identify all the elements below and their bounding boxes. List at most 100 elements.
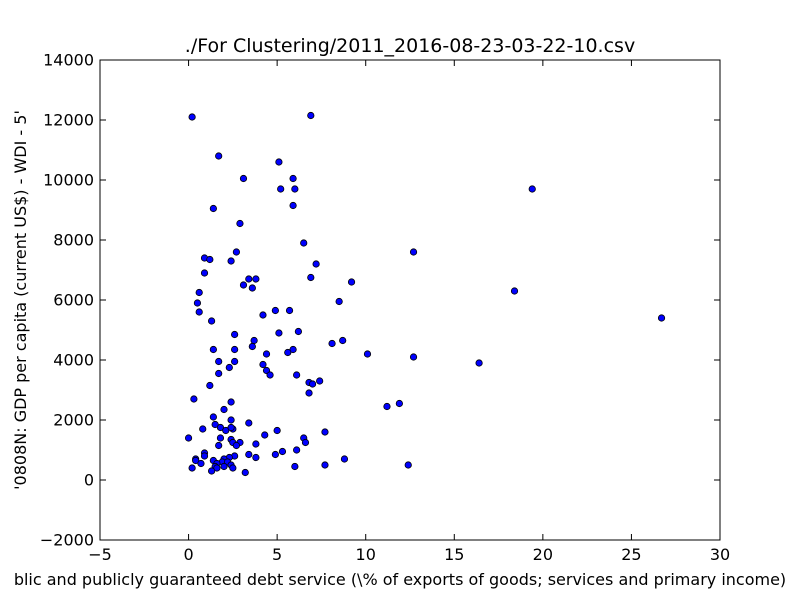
- x-tick-label: 0: [183, 545, 193, 564]
- data-point: [195, 308, 203, 316]
- data-point: [184, 434, 193, 442]
- data-point: [273, 426, 281, 435]
- data-point: [266, 371, 274, 379]
- data-point: [275, 158, 283, 166]
- x-tick-label: 30: [710, 545, 730, 564]
- x-axis-title: blic and publicly guaranteed debt servic…: [14, 570, 786, 589]
- data-point: [250, 336, 258, 345]
- data-point: [278, 447, 287, 456]
- data-point: [307, 273, 315, 282]
- y-tick-label: 10000: [43, 171, 94, 190]
- data-point: [215, 152, 223, 160]
- data-point: [301, 438, 310, 447]
- data-point: [209, 413, 217, 421]
- data-point: [220, 462, 228, 471]
- data-point: [199, 425, 207, 433]
- data-point: [208, 467, 216, 475]
- y-tick-label: 6000: [53, 291, 94, 310]
- y-tick-label: 14000: [43, 51, 94, 70]
- data-point: [209, 204, 217, 213]
- data-point: [216, 423, 225, 432]
- x-tick-label: 25: [621, 545, 641, 564]
- data-point: [383, 402, 391, 411]
- data-point: [409, 248, 418, 256]
- data-point: [248, 284, 256, 292]
- data-point: [363, 350, 372, 358]
- x-tick-label: 20: [533, 545, 553, 564]
- data-point: [229, 464, 237, 472]
- data-point: [193, 299, 202, 307]
- data-point: [215, 357, 223, 366]
- y-axis-title: '0808N: GDP per capita (current US$) - W…: [11, 110, 30, 490]
- data-point: [245, 450, 253, 459]
- data-point: [252, 453, 260, 462]
- data-point: [227, 257, 235, 265]
- data-point: [316, 377, 324, 385]
- data-point: [271, 450, 279, 459]
- data-point: [307, 111, 315, 120]
- data-point: [192, 456, 200, 465]
- data-point: [200, 269, 209, 277]
- data-point: [225, 363, 233, 372]
- data-point: [231, 345, 239, 354]
- x-tick-label: 5: [272, 545, 282, 564]
- data-point: [200, 452, 209, 460]
- data-point: [321, 461, 329, 469]
- data-point: [252, 440, 260, 448]
- data-point: [395, 399, 403, 408]
- data-point: [321, 428, 329, 436]
- data-point: [208, 317, 216, 325]
- data-point: [291, 462, 299, 471]
- y-tick-label: 0: [84, 471, 94, 490]
- data-point: [259, 360, 267, 369]
- y-tick-label: 12000: [43, 111, 94, 130]
- data-point: [245, 419, 253, 427]
- data-point: [227, 416, 235, 424]
- data-point: [275, 329, 283, 337]
- x-tick-label: 10: [356, 545, 376, 564]
- data-point: [289, 345, 297, 354]
- data-point: [206, 381, 214, 390]
- data-point: [528, 185, 536, 193]
- data-point: [195, 288, 203, 297]
- data-point: [340, 455, 349, 463]
- data-point: [289, 201, 297, 210]
- data-point: [232, 441, 240, 450]
- data-point: [475, 359, 483, 367]
- data-point: [241, 468, 249, 477]
- data-point: [239, 174, 248, 183]
- data-point: [347, 278, 356, 286]
- data-point: [245, 275, 253, 283]
- data-point: [339, 336, 347, 345]
- y-tick-label: 2000: [53, 411, 94, 430]
- data-point: [308, 380, 317, 388]
- data-point: [188, 113, 196, 121]
- data-point: [409, 353, 418, 361]
- data-point: [300, 239, 308, 247]
- data-point: [510, 287, 519, 295]
- data-point: [262, 350, 271, 358]
- y-tick-label: −2000: [40, 531, 94, 550]
- data-point: [188, 464, 196, 472]
- x-tick-label: −5: [88, 545, 112, 564]
- data-point: [312, 260, 320, 268]
- data-point: [239, 281, 248, 289]
- data-point: [305, 389, 313, 397]
- data-point: [328, 339, 336, 348]
- data-point: [293, 371, 301, 379]
- data-point: [209, 345, 217, 354]
- data-point: [284, 348, 292, 357]
- y-tick-label: 8000: [53, 231, 94, 250]
- data-point: [213, 464, 221, 472]
- y-tick-label: 4000: [53, 351, 94, 370]
- data-point: [248, 342, 256, 351]
- data-point: [285, 306, 294, 315]
- data-point: [231, 357, 239, 366]
- data-point: [277, 185, 285, 193]
- data-point: [216, 434, 225, 442]
- data-point: [222, 426, 230, 435]
- data-point: [220, 405, 228, 414]
- data-point: [252, 275, 260, 283]
- data-point: [231, 330, 239, 339]
